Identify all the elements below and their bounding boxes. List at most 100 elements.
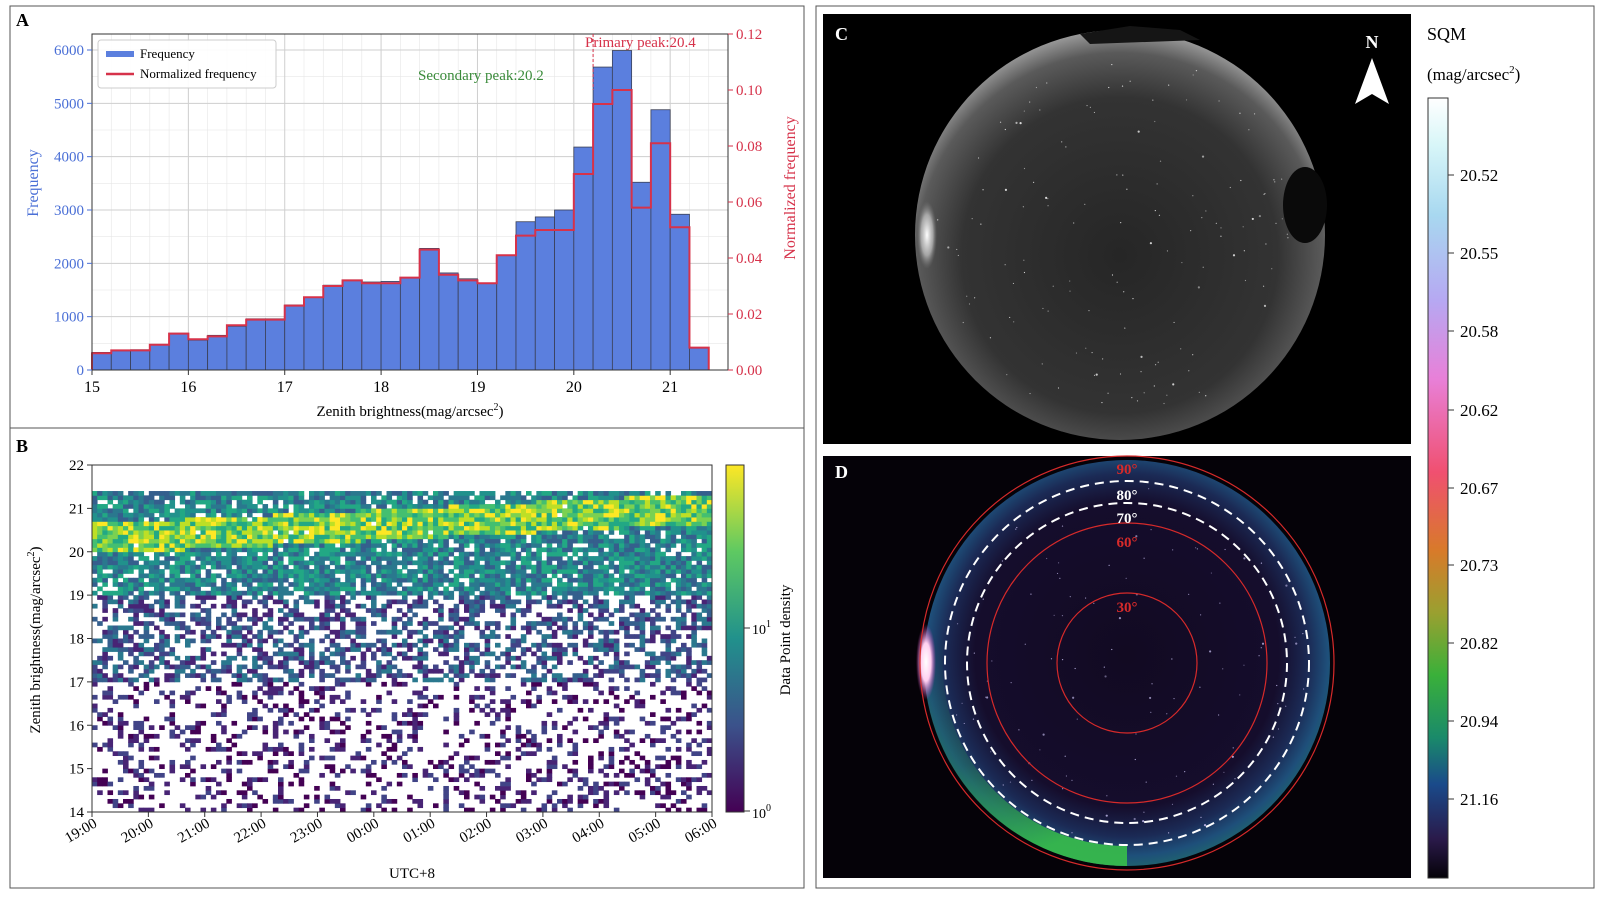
heatmap-panel: B 19:00 20:00 21:00 22:00 23:00 00:00 01:00 02:… [16, 436, 794, 882]
heatmap-cell [453, 673, 460, 678]
heatmap-cell [123, 538, 129, 544]
heatmap-cell [272, 577, 279, 583]
heatmap-cell [665, 655, 672, 661]
heatmap-cell [247, 556, 253, 561]
heatmap-cell [402, 573, 408, 579]
heatmap-cell [241, 569, 248, 574]
heatmap-cell [505, 521, 511, 527]
heatmap-cell [226, 530, 232, 535]
heatmap-cell [696, 590, 703, 596]
heatmap-cell [102, 521, 108, 527]
heatmap-cell [598, 495, 604, 501]
heatmap-cell [505, 803, 511, 809]
heatmap-cell [464, 608, 470, 613]
heatmap-cell [355, 543, 362, 548]
heatmap-cell [221, 538, 227, 544]
heatmap-cell [164, 586, 170, 592]
heatmap-cell [252, 538, 258, 544]
histogram-bar [515, 221, 536, 371]
heatmap-cell [107, 742, 114, 748]
heatmap-cell [469, 499, 475, 505]
heatmap-cell [551, 699, 558, 704]
heatmap-cell [179, 499, 186, 505]
heatmap-cell [433, 573, 439, 579]
heatmap-cell [520, 807, 527, 812]
heatmap-cell [691, 703, 697, 709]
heatmap-cell [407, 573, 413, 579]
heatmap-cell [190, 569, 196, 574]
heatmap-cell [691, 629, 697, 635]
heatmap-cell [210, 530, 217, 535]
heatmap-cell [686, 712, 692, 717]
heatmap-cell [117, 530, 124, 535]
heatmap-cell [190, 738, 196, 743]
heatmap-cell [345, 668, 351, 674]
heatmap-cell [557, 551, 563, 557]
heatmap-cell [629, 603, 635, 609]
heatmap-cell [319, 720, 325, 726]
heatmap-cell [520, 634, 527, 639]
heatmap-cell [190, 586, 196, 592]
heatmap-cell [107, 638, 114, 644]
heatmap-cell [650, 577, 656, 583]
heatmap-cell [531, 686, 537, 691]
heatmap-cell [195, 499, 201, 505]
heatmap-cell [644, 551, 651, 557]
heatmap-cell [536, 521, 542, 527]
heatmap-cell [629, 551, 635, 557]
heatmap-cell [226, 491, 232, 496]
heatmap-cell [598, 755, 604, 761]
heatmap-cell [495, 534, 501, 540]
heatmap-cell [464, 755, 470, 761]
heatmap-cell [298, 647, 305, 652]
heatmap-cell [303, 595, 310, 600]
heatmap-cell [655, 508, 661, 514]
heatmap-cell [515, 499, 522, 505]
heatmap-cell [241, 491, 248, 496]
heatmap-cell [515, 504, 522, 509]
heatmap-cell [324, 564, 331, 570]
heatmap-cell [469, 807, 475, 812]
heatmap-cell [128, 755, 134, 761]
heatmap-cell [541, 621, 548, 626]
heatmap-cell [107, 530, 114, 535]
heatmap-cell [613, 495, 620, 501]
heatmap-cell [319, 556, 325, 561]
heatmap-cell [407, 534, 413, 540]
heatmap-cell [660, 595, 666, 600]
heatmap-cell [541, 538, 548, 544]
heatmap-cell [572, 508, 579, 514]
heatmap-cell [619, 517, 625, 522]
heatmap-cell [484, 543, 491, 548]
heatmap-cell [257, 794, 263, 800]
heatmap-cell [247, 491, 253, 496]
heatmap-cell [531, 508, 537, 514]
heatmap-cell [603, 616, 610, 622]
heatmap-cell [613, 703, 620, 709]
heatmap-cell [639, 547, 646, 553]
heatmap-cell [634, 521, 641, 527]
heatmap-cell [433, 508, 439, 514]
heatmap-cell [510, 803, 517, 809]
heatmap-cell [133, 599, 139, 605]
heatmap-cell [484, 595, 491, 600]
heatmap-cell [551, 673, 558, 678]
heatmap-cell [650, 616, 656, 622]
heatmap-cell [536, 599, 542, 605]
heatmap-cell [241, 521, 248, 527]
heatmap-cell [629, 642, 635, 648]
heatmap-cell [489, 690, 496, 696]
heatmap-cell [231, 512, 238, 518]
heatmap-cell [515, 556, 522, 561]
heatmap-cell [655, 556, 661, 561]
heatmap-cell [660, 582, 666, 587]
heatmap-cell [365, 729, 372, 735]
heatmap-cell [546, 690, 553, 696]
heatmap-cell [582, 738, 589, 743]
heatmap-cell [174, 655, 181, 661]
heatmap-cell [701, 538, 708, 544]
heatmap-cell [371, 551, 377, 557]
heatmap-cell [159, 538, 165, 544]
heatmap-cell [500, 573, 506, 579]
heatmap-cell [138, 764, 145, 770]
